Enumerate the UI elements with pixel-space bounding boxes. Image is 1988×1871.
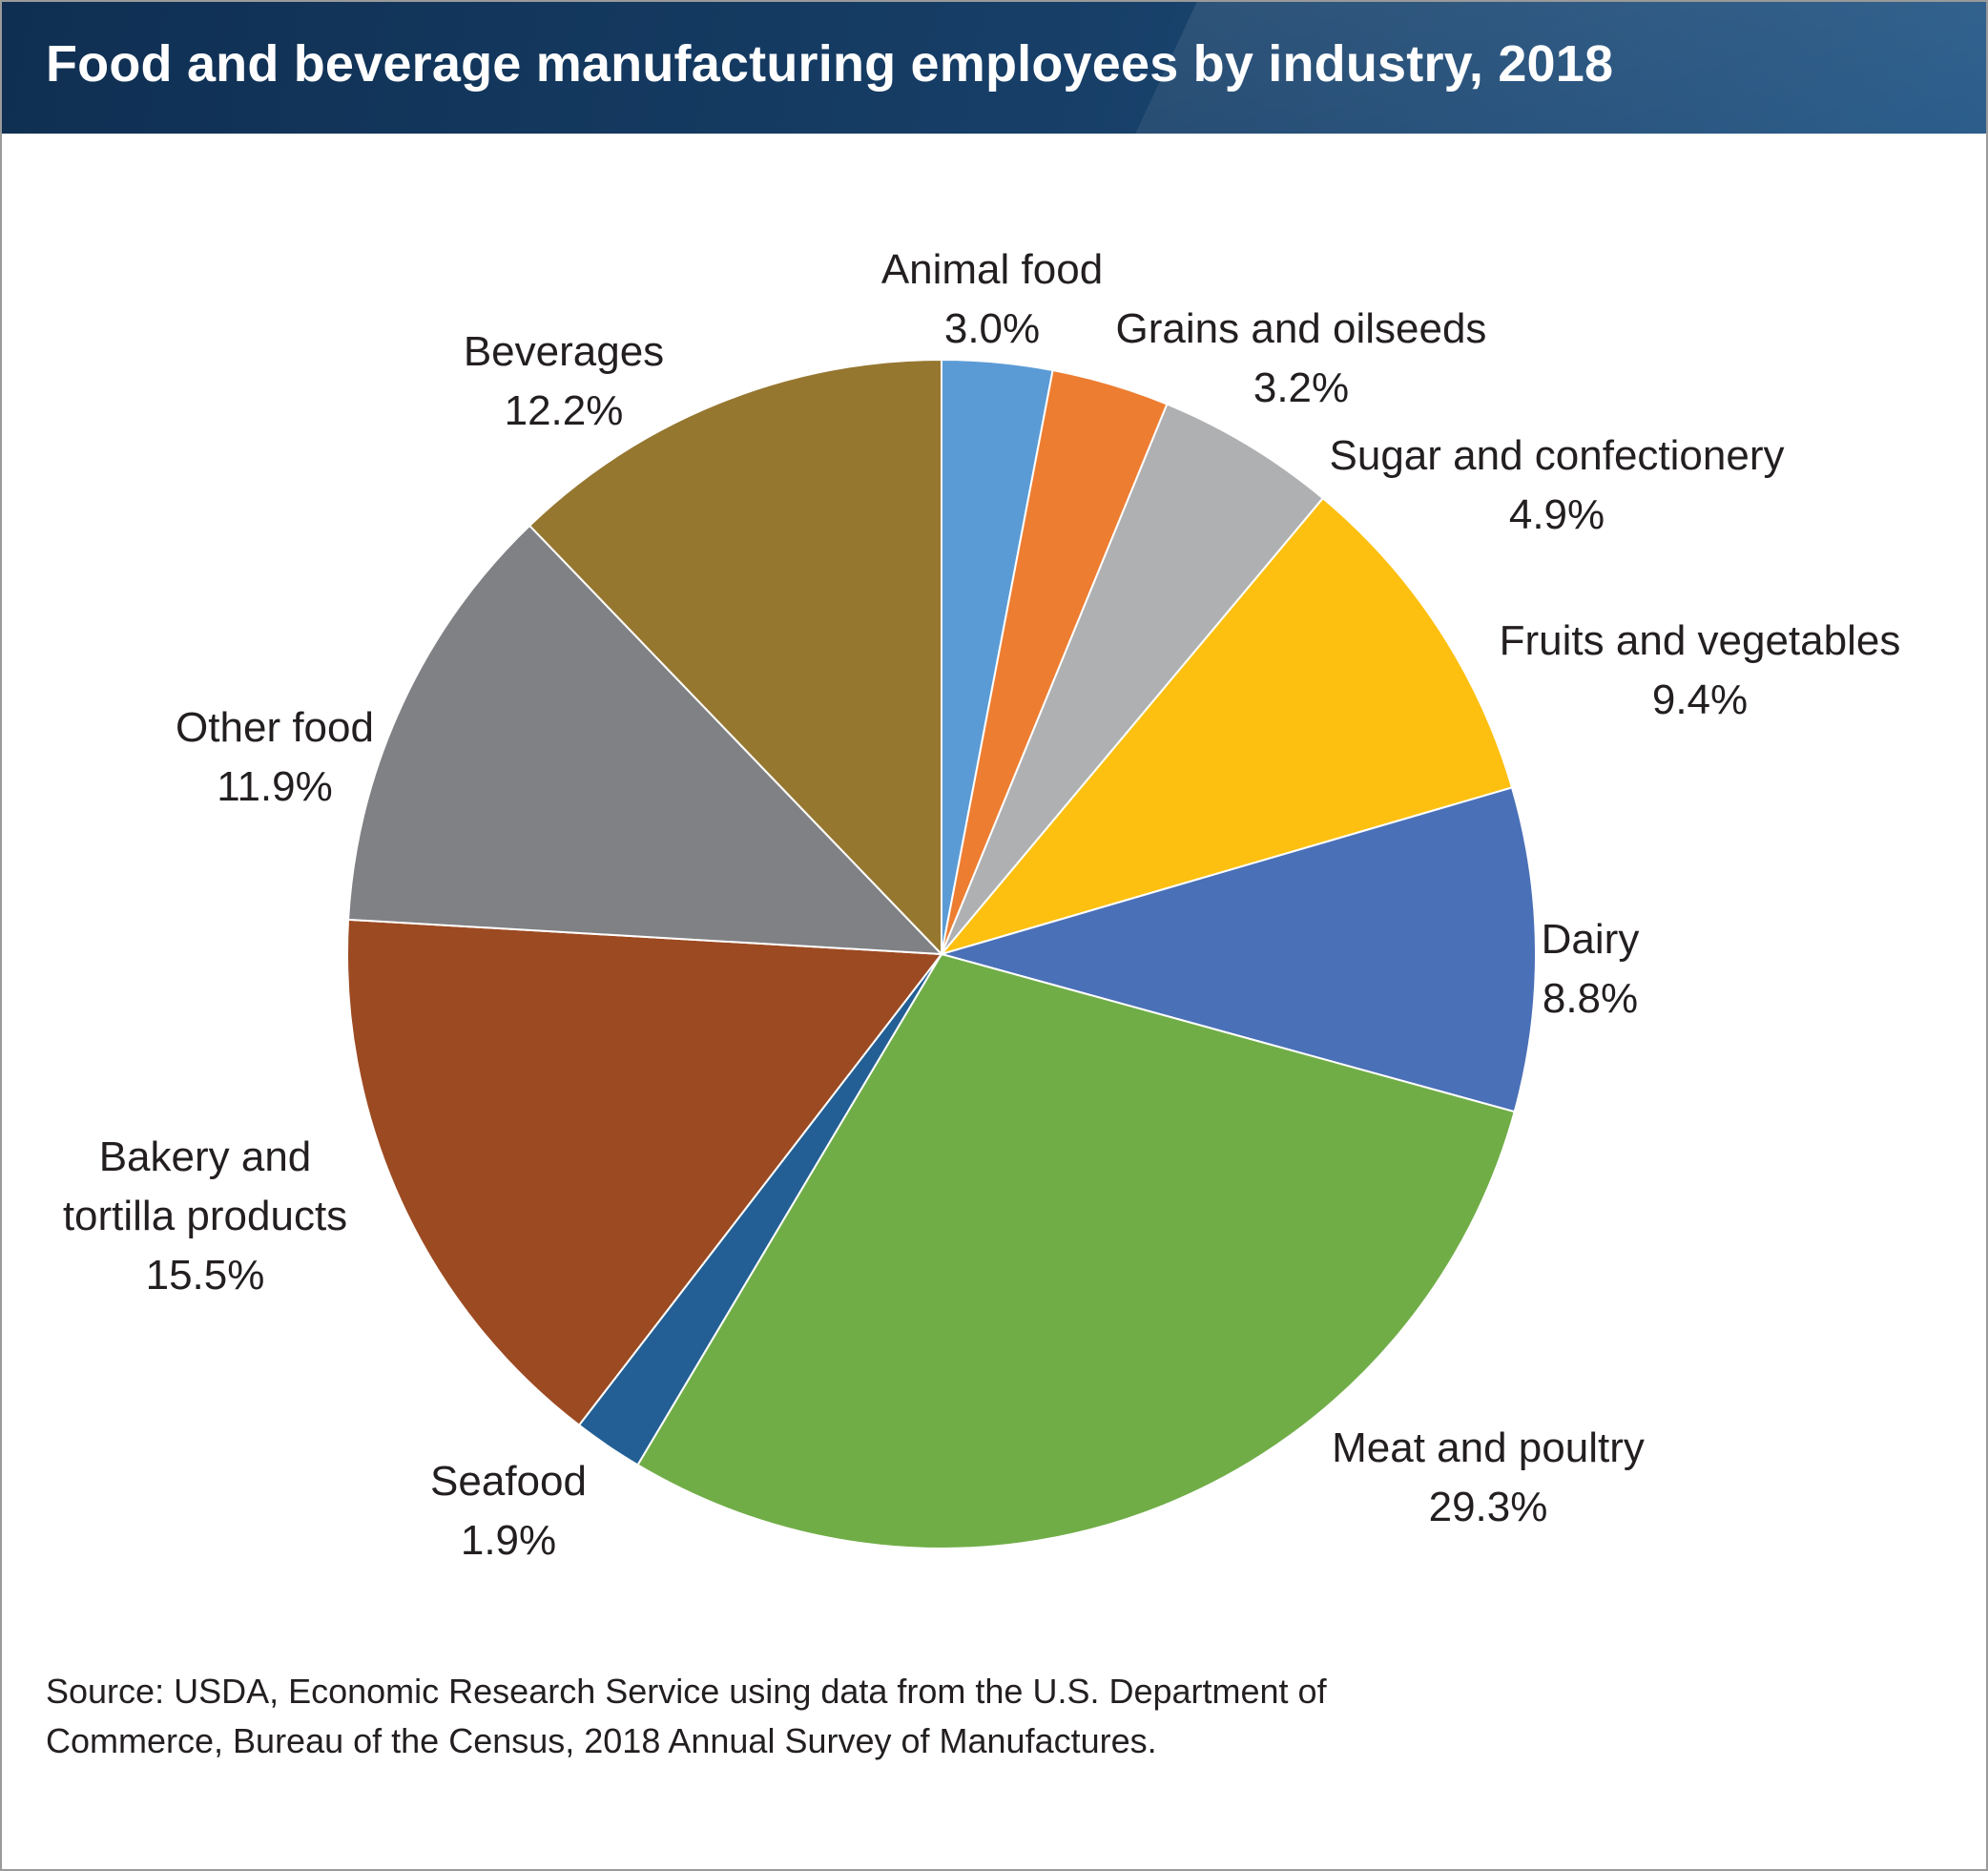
slice-label-beverages: Beverages 12.2% — [464, 328, 664, 434]
slice-category-label: Dairy — [1542, 916, 1640, 963]
slice-value-label: 3.0% — [944, 305, 1040, 352]
slice-value-label: 1.9% — [461, 1517, 556, 1564]
slice-category-label: Bakery and — [99, 1133, 312, 1180]
slice-value-label: 9.4% — [1652, 676, 1748, 723]
pie-slice-other-food — [346, 524, 944, 956]
slice-category-label: Other food — [176, 704, 374, 751]
chart-title: Food and beverage manufacturing employee… — [46, 35, 1614, 93]
slice-label-grains-and-oilseeds: Grains and oilseeds 3.2% — [1116, 305, 1487, 411]
pie-slice-dairy — [938, 786, 1537, 1113]
slice-label-meat-and-poultry: Meat and poultry 29.3% — [1332, 1424, 1645, 1530]
slice-category-label: Meat and poultry — [1332, 1424, 1645, 1471]
slice-value-label: 15.5% — [146, 1252, 265, 1299]
source-line-2: Commerce, Bureau of the Census, 2018 Ann… — [46, 1721, 1157, 1760]
slice-label-fruits-and-vegetables: Fruits and vegetables 9.4% — [1500, 617, 1901, 723]
source-note: Source: USDA, Economic Research Service … — [46, 1667, 1858, 1766]
source-line-1: Source: USDA, Economic Research Service … — [46, 1672, 1327, 1711]
slice-value-label: 4.9% — [1509, 491, 1605, 538]
slice-value-label: 3.2% — [1253, 364, 1349, 411]
pie-slice-bakery-and-tortilla-products — [346, 918, 943, 1427]
slice-category-label: Animal food — [881, 246, 1103, 293]
slice-label-sugar-and-confectionery: Sugar and confectionery 4.9% — [1330, 432, 1785, 538]
pie-slice-fruits-and-vegetables — [939, 496, 1514, 956]
slice-value-label: 29.3% — [1429, 1484, 1548, 1530]
slice-category-label: Grains and oilseeds — [1116, 305, 1487, 352]
title-banner: Food and beverage manufacturing employee… — [2, 2, 1986, 134]
slice-label-seafood: Seafood 1.9% — [430, 1458, 587, 1564]
pie-slice-meat-and-poultry — [636, 952, 1516, 1549]
pie-slice-beverages — [528, 358, 942, 957]
slice-category-label: Beverages — [464, 328, 664, 375]
slice-label-bakery-and-tortilla-products: Bakery and tortilla products 15.5% — [63, 1133, 347, 1299]
pie-slice-sugar-and-confectionery — [941, 403, 1325, 955]
slice-value-label: 8.8% — [1543, 975, 1638, 1022]
slice-value-label: 11.9% — [217, 763, 333, 810]
slice-category-label: Sugar and confectionery — [1330, 432, 1785, 479]
slice-category-label: Seafood — [430, 1458, 587, 1505]
slice-category-label: Fruits and vegetables — [1500, 617, 1901, 664]
slice-value-label: 12.2% — [505, 387, 624, 434]
slice-label-dairy: Dairy 8.8% — [1542, 916, 1640, 1022]
slice-label-other-food: Other food 11.9% — [176, 704, 374, 810]
slice-label-animal-food: Animal food 3.0% — [881, 246, 1103, 352]
slice-category-label: tortilla products — [63, 1193, 347, 1239]
